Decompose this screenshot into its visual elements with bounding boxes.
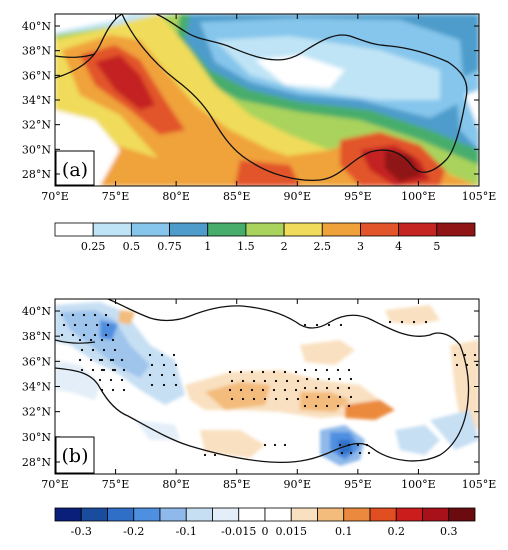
lon-tick-label: 90°E bbox=[284, 190, 312, 203]
lon-tick-label: 100°E bbox=[401, 478, 436, 491]
panel-b-ticks: 70°E 75°E 80°E 85°E 90°E 95°E 100°E 105°E 40°N 38… bbox=[22, 299, 496, 491]
colorbar-label: 2 bbox=[281, 240, 288, 253]
colorbar-label: 0.5 bbox=[123, 240, 141, 253]
colorbar-label: 0.015 bbox=[276, 525, 308, 538]
panel-a: (a) 70°E 75°E 80°E 85°E 90°E 95°E 100°E 105°E40… bbox=[22, 13, 496, 253]
lat-tick-label: 36°N bbox=[22, 69, 51, 82]
lon-tick-label: 80°E bbox=[162, 478, 190, 491]
colorbar-label: 1.5 bbox=[237, 240, 255, 253]
colorbar-swatch bbox=[448, 507, 476, 522]
colorbar-label: -0.1 bbox=[176, 525, 197, 538]
lat-tick-label: 28°N bbox=[22, 456, 51, 469]
colorbar-swatch bbox=[159, 507, 187, 522]
colorbar-label: 4 bbox=[395, 240, 402, 253]
lon-tick-label: 95°E bbox=[344, 190, 372, 203]
panel-a-label: (a) bbox=[62, 159, 88, 181]
colorbar-swatch bbox=[398, 222, 438, 237]
panel-b-field bbox=[55, 299, 479, 474]
colorbar-label: 0 bbox=[262, 525, 269, 538]
lat-tick-label: 38°N bbox=[22, 330, 51, 343]
colorbar-swatch bbox=[92, 222, 132, 237]
colorbar-swatch bbox=[169, 222, 209, 237]
boundary-line-b bbox=[55, 299, 470, 464]
colorbar-swatch bbox=[207, 222, 247, 237]
lon-tick-label: 85°E bbox=[223, 190, 251, 203]
panel-b-label-box bbox=[55, 436, 95, 474]
lat-tick-label: 38°N bbox=[22, 45, 51, 58]
lon-tick-label: 95°E bbox=[344, 478, 372, 491]
panel-b-label: (b) bbox=[62, 445, 89, 467]
colorbar-swatch bbox=[133, 507, 161, 522]
lon-tick-label: 80°E bbox=[162, 190, 190, 203]
colorbar-swatch bbox=[130, 222, 170, 237]
lon-tick-label: 105°E bbox=[462, 190, 497, 203]
lat-tick-label: 28°N bbox=[22, 168, 51, 181]
lat-tick-label: 34°N bbox=[22, 94, 51, 107]
lon-tick-label: 90°E bbox=[284, 478, 312, 491]
lat-tick-label: 34°N bbox=[22, 381, 51, 394]
colorbar-b: -0.3 -0.2 -0.1 -0.015 0 0.015 0.1 0.2 0.3 bbox=[54, 507, 476, 538]
panel-a-label-box bbox=[55, 150, 95, 186]
colorbar-swatch bbox=[54, 222, 94, 237]
colorbar-label: 0.2 bbox=[388, 525, 406, 538]
colorbar-swatch bbox=[107, 507, 135, 522]
lat-tick-label: 32°N bbox=[22, 406, 51, 419]
lat-tick-label: 30°N bbox=[22, 143, 51, 156]
lon-tick-label: 105°E bbox=[462, 478, 497, 491]
colorbar-swatch bbox=[369, 507, 397, 522]
colorbar-swatch bbox=[264, 507, 292, 522]
lat-tick-label: 32°N bbox=[22, 119, 51, 132]
colorbar-swatch bbox=[283, 222, 323, 237]
colorbar-swatch bbox=[321, 222, 361, 237]
colorbar-swatch bbox=[238, 507, 266, 522]
colorbar-swatch bbox=[436, 222, 476, 237]
colorbar-swatch bbox=[343, 507, 371, 522]
colorbar-swatch bbox=[185, 507, 213, 522]
colorbar-label: -0.015 bbox=[221, 525, 256, 538]
colorbar-swatch bbox=[54, 507, 82, 522]
lat-tick-label: 40°N bbox=[22, 305, 51, 318]
colorbar-label: 3 bbox=[357, 240, 364, 253]
colorbar-swatch bbox=[80, 507, 108, 522]
colorbar-label: 0.75 bbox=[157, 240, 182, 253]
colorbar-label: 1 bbox=[204, 240, 211, 253]
colorbar-swatch bbox=[317, 507, 345, 522]
lon-tick-label: 75°E bbox=[102, 190, 130, 203]
colorbar-label: 0.25 bbox=[81, 240, 106, 253]
lat-tick-label: 30°N bbox=[22, 431, 51, 444]
colorbar-swatch bbox=[245, 222, 285, 237]
colorbar-swatch bbox=[395, 507, 423, 522]
colorbar-label: 5 bbox=[433, 240, 440, 253]
lon-tick-label: 75°E bbox=[102, 478, 130, 491]
colorbar-label: 0.1 bbox=[335, 525, 353, 538]
panel-b: (b) 70°E 75°E 80°E 85°E 90°E 95°E 100°E 105°E 40… bbox=[22, 298, 496, 538]
colorbar-swatch bbox=[290, 507, 318, 522]
colorbar-swatch bbox=[212, 507, 240, 522]
colorbar-label: 0.3 bbox=[440, 525, 458, 538]
colorbar-swatch bbox=[360, 222, 400, 237]
colorbar-swatch bbox=[422, 507, 450, 522]
panel-a-ticks: 70°E 75°E 80°E 85°E 90°E 95°E 100°E 105°E 40°N 38… bbox=[22, 14, 496, 203]
boundary-line-a bbox=[55, 14, 468, 181]
lon-tick-label: 70°E bbox=[41, 478, 69, 491]
panel-a-field bbox=[55, 14, 479, 186]
lat-tick-label: 36°N bbox=[22, 355, 51, 368]
colorbar-label: -0.2 bbox=[123, 525, 144, 538]
significance-dots bbox=[60, 313, 479, 457]
lon-tick-label: 100°E bbox=[401, 190, 436, 203]
colorbar-a: 0.25 0.5 0.75 1 1.5 2 2.5 3 4 5 bbox=[54, 222, 476, 253]
colorbar-label: -0.3 bbox=[71, 525, 92, 538]
colorbar-label: 2.5 bbox=[314, 240, 332, 253]
lat-tick-label: 40°N bbox=[22, 20, 51, 33]
lon-tick-label: 85°E bbox=[223, 478, 251, 491]
lon-tick-label: 70°E bbox=[41, 190, 69, 203]
